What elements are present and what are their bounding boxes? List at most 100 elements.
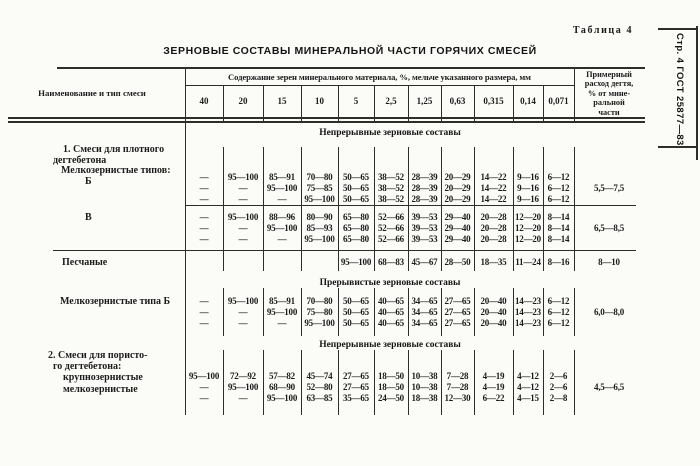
table-cell: 12—30 — [444, 393, 471, 403]
table-cell: 10—38 — [411, 382, 438, 392]
table-cell: 8—14 — [547, 223, 570, 233]
table-cell: 95—100 — [340, 257, 372, 267]
table-rule-vertical — [338, 147, 339, 271]
table-cell: 6—12 — [547, 194, 570, 204]
row-group-label: мелкозернистые — [63, 384, 138, 395]
table-rule-vertical — [185, 67, 186, 415]
table-cell: 8—16 — [547, 257, 570, 267]
table-cell: 24—50 — [377, 393, 404, 403]
table-cell: 18—38 — [411, 393, 438, 403]
row-group-label: В — [85, 212, 92, 223]
table-cell: 4—12 — [517, 382, 539, 392]
table-cell: — — [238, 393, 248, 403]
table-cell: 20—29 — [444, 194, 471, 204]
column-header-content-span: Содержание зерен минерального материала,… — [228, 72, 531, 82]
table-cell: — — [199, 393, 209, 403]
table-cell: 34—65 — [411, 307, 438, 317]
table-cell: — — [277, 234, 287, 244]
table-cell: — — [199, 223, 209, 233]
table-rule-vertical — [408, 86, 409, 122]
table-cell: — — [238, 183, 248, 193]
size-column-header: 0,071 — [548, 96, 569, 106]
table-cell: 12—20 — [514, 223, 541, 233]
table-rule-horizontal — [53, 250, 636, 251]
table-rule-vertical — [223, 288, 224, 336]
tar-value: 4,5—6,5 — [593, 382, 625, 392]
table-cell: 52—66 — [377, 223, 404, 233]
table-cell: 7—28 — [446, 371, 469, 381]
table-number-label: Таблица 4 — [572, 25, 634, 36]
column-header-tar-line: части — [598, 107, 620, 117]
table-cell: — — [199, 183, 209, 193]
table-cell: 14—23 — [514, 318, 541, 328]
table-cell: — — [199, 296, 209, 306]
table-cell: 20—28 — [480, 223, 507, 233]
column-header-tar-line: Примерный — [586, 70, 632, 79]
table-cell: 2—6 — [549, 371, 568, 381]
table-cell: 35—65 — [342, 393, 369, 403]
table-cell: 20—28 — [480, 234, 507, 244]
table-cell: 6—12 — [547, 296, 570, 306]
table-cell: 18—50 — [377, 371, 404, 381]
table-rule-vertical — [441, 86, 442, 122]
table-cell: — — [238, 307, 248, 317]
table-cell: 6—12 — [547, 172, 570, 182]
table-cell: 28—39 — [411, 194, 438, 204]
size-column-header: 1,25 — [416, 96, 433, 106]
table-cell: 39—53 — [411, 212, 438, 222]
tar-value: 5,5—7,5 — [593, 183, 625, 193]
table-rule-vertical — [513, 350, 514, 415]
table-cell: 14—22 — [480, 194, 507, 204]
table-rule-vertical — [374, 86, 375, 122]
table-cell: 70—80 — [306, 296, 333, 306]
table-cell: 4—15 — [517, 393, 539, 403]
table-rule-vertical — [474, 147, 475, 271]
table-rule-vertical — [513, 288, 514, 336]
row-group-label: дегтебетона — [53, 155, 107, 166]
table-cell: 40—65 — [377, 307, 404, 317]
table-cell: 34—65 — [411, 318, 438, 328]
table-rule-horizontal — [185, 205, 636, 206]
table-cell: 27—65 — [342, 382, 369, 392]
table-cell: — — [199, 194, 209, 204]
table-rule-vertical — [263, 350, 264, 415]
size-column-header: 5 — [353, 96, 359, 106]
table-rule-vertical — [223, 147, 224, 271]
tar-value: 8—10 — [598, 257, 620, 267]
table-rule-horizontal — [57, 67, 645, 69]
size-column-header: 10 — [315, 96, 324, 106]
table-cell: — — [277, 318, 287, 328]
table-cell: 38—52 — [377, 194, 404, 204]
table-cell: 45—74 — [306, 371, 333, 381]
table-cell: 9—16 — [517, 183, 539, 193]
table-cell: 65—80 — [342, 212, 369, 222]
size-column-header: 2,5 — [385, 96, 397, 106]
table-cell: 9—16 — [517, 172, 539, 182]
table-cell: 68—83 — [377, 257, 404, 267]
table-cell: — — [199, 172, 209, 182]
table-cell: 75—85 — [306, 183, 333, 193]
table-cell: 11—24 — [515, 257, 541, 267]
table-cell: 95—100 — [266, 307, 298, 317]
table-rule-vertical — [474, 288, 475, 336]
section-band-label: Непрерывные зерновые составы — [319, 128, 461, 138]
table-cell: 95—100 — [227, 172, 259, 182]
table-cell: 20—40 — [480, 318, 507, 328]
row-group-label: 1. Смеси для плотного — [63, 144, 165, 155]
table-cell: 95—100 — [304, 234, 335, 244]
row-group-label: Мелкозернистые типа Б — [60, 296, 171, 307]
table-cell: 20—40 — [480, 307, 507, 317]
row-group-label: Песчаные — [62, 257, 108, 268]
section-band-label: Непрерывные зерновые составы — [319, 340, 461, 350]
table-cell: 52—80 — [306, 382, 333, 392]
size-column-header: 15 — [277, 96, 287, 106]
table-cell: 28—39 — [411, 172, 438, 182]
table-cell: 95—100 — [227, 212, 259, 222]
table-cell: — — [199, 212, 209, 222]
table-cell: — — [199, 382, 209, 392]
table-cell: 14—22 — [480, 172, 507, 182]
column-header-tar-line: % от мине- — [587, 88, 631, 98]
table-cell: 10—38 — [411, 371, 438, 381]
table-cell: 20—28 — [480, 212, 507, 222]
